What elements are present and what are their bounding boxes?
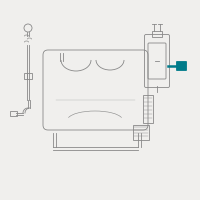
- FancyBboxPatch shape: [177, 62, 186, 71]
